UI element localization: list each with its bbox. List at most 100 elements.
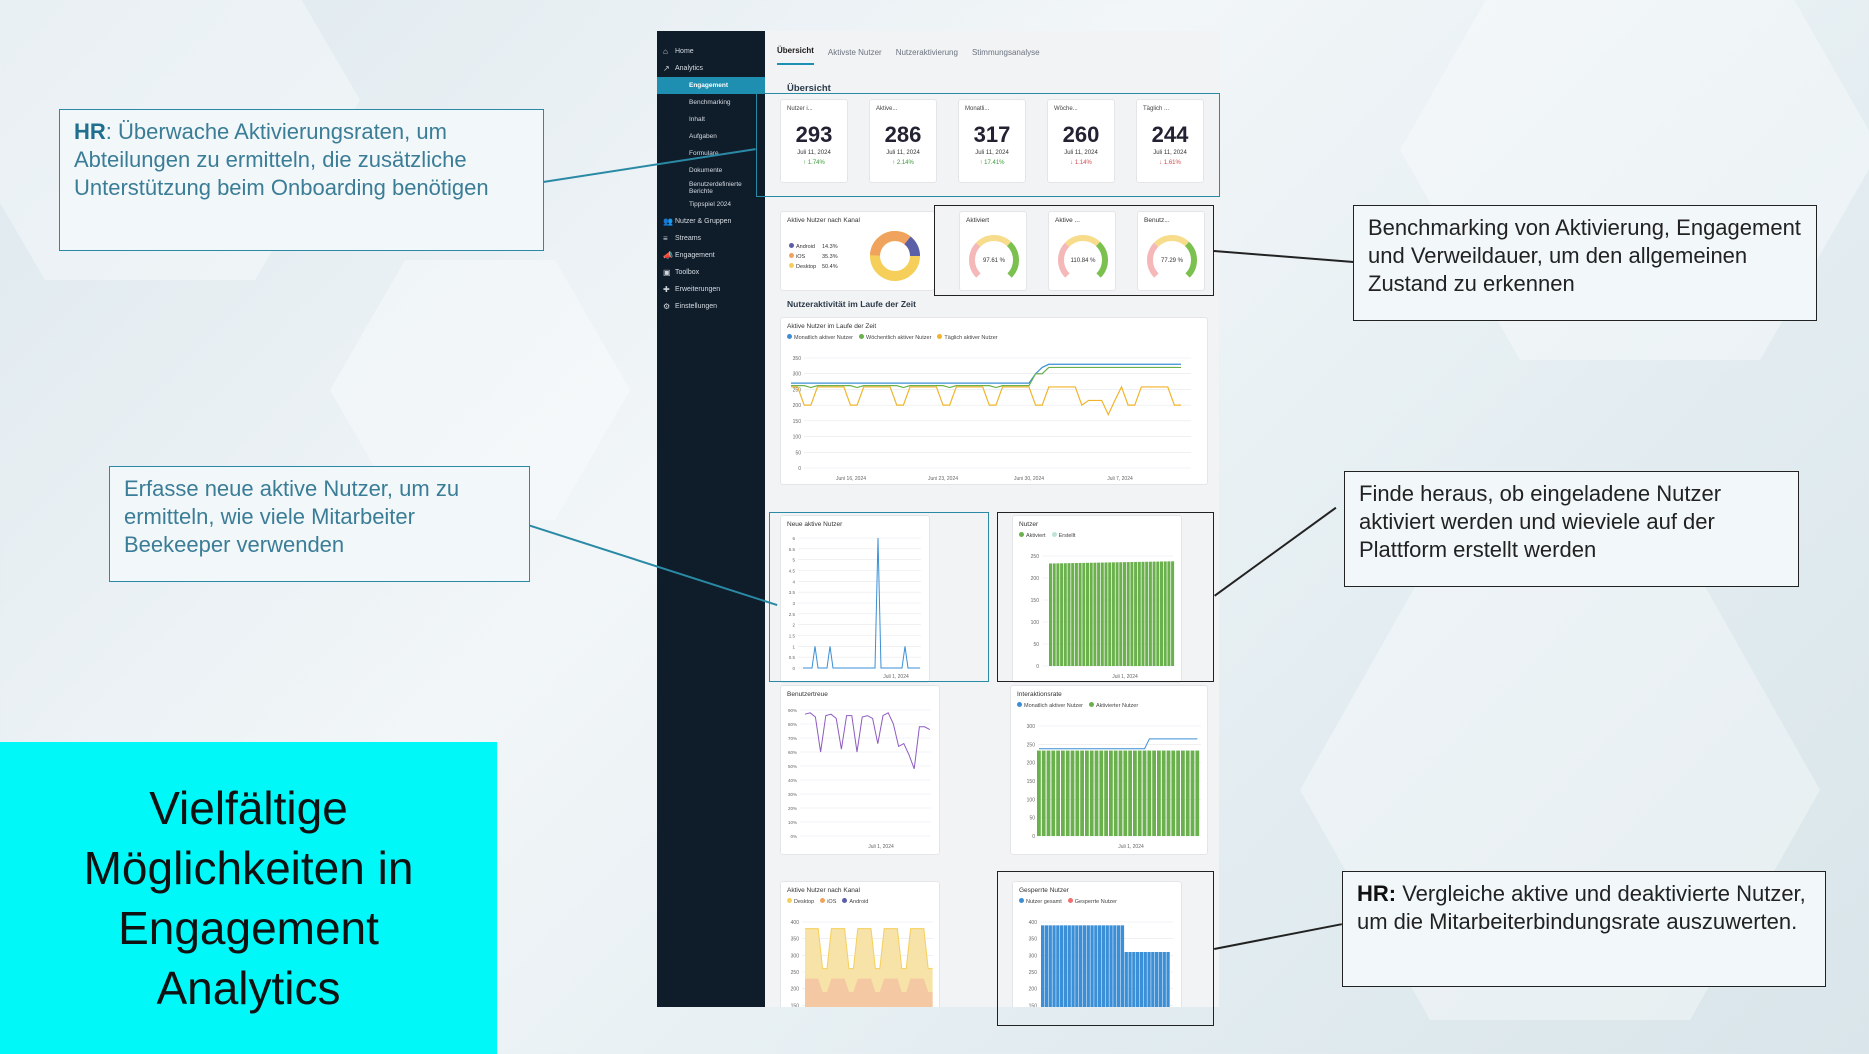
y-tick-label: 5.5 (789, 547, 796, 552)
y-tick-label: 150 (1031, 598, 1040, 604)
gauge-arc (1006, 241, 1019, 278)
bar (1063, 563, 1067, 666)
x-tick-label: Juli 1, 2024 (1118, 844, 1144, 850)
gauge-card[interactable]: Aktive ... 110.84 % (1048, 211, 1116, 291)
y-tick-label: 350 (791, 937, 800, 943)
sidebar-item-formulare[interactable]: Formulare (657, 145, 765, 162)
legend-item: Monatlich aktiver Nutzer (787, 334, 853, 341)
tab-aktivste-nutzer[interactable]: Aktivste Nutzer (827, 48, 882, 57)
puzzle-icon: ✚ (663, 285, 670, 294)
sidebar-item-dokumente[interactable]: Dokumente (657, 162, 765, 179)
kpi-card[interactable]: Nutzer i... 293 Juli 11, 2024 ↑ 1.74% (780, 99, 848, 183)
bar (1041, 925, 1045, 1007)
legend-pct: 14.3% (822, 244, 838, 250)
channel-time-card: Aktive Nutzer nach Kanal Desktop iOS Andro… (780, 881, 940, 1007)
kpi-card[interactable]: Aktive... 286 Juli 11, 2024 ↑ 2.14% (869, 99, 937, 183)
series-line (791, 366, 1181, 389)
bar (1075, 925, 1079, 1007)
bar (1119, 562, 1123, 666)
gauge-card[interactable]: Aktiviert 97.61 % (959, 211, 1027, 291)
bar (1130, 562, 1134, 666)
gauge-card[interactable]: Benutz... 77.29 % (1137, 211, 1205, 291)
connector-line (1214, 506, 1337, 597)
bar (1166, 750, 1171, 836)
bar (1082, 925, 1087, 1007)
sidebar-item-engagement[interactable]: Engagement (657, 77, 765, 94)
tab-nutzeraktivierung[interactable]: Nutzeraktivierung (895, 48, 958, 57)
annotation-benchmarking: Benchmarking von Aktivierung, Engagement… (1353, 205, 1817, 321)
sidebar-item-nutzer-gruppen[interactable]: 👥 Nutzer & Gruppen (657, 213, 765, 230)
bar (1128, 952, 1132, 1007)
tab-stimmungsanalyse[interactable]: Stimmungsanalyse (971, 48, 1040, 57)
bar (1056, 925, 1060, 1007)
bar (1082, 562, 1086, 666)
bar (1109, 925, 1113, 1007)
sidebar-item-inhalt[interactable]: Inhalt (657, 111, 765, 128)
sidebar: ⌂ Home ↗ Analytics Engagement Benchmarking Inh… (657, 31, 765, 1007)
y-tick-label: 20% (788, 806, 797, 811)
kpi-value: 317 (973, 122, 1011, 147)
sidebar-item-home[interactable]: ⌂ Home (657, 43, 765, 60)
tab-uebersicht[interactable]: Übersicht (777, 46, 814, 65)
annotation-text: Vergleiche aktive und deaktivierte Nutze… (1357, 881, 1806, 934)
bar (1141, 561, 1145, 666)
sidebar-item-erweiterungen[interactable]: ✚ Erweiterungen (657, 281, 765, 298)
sidebar-item-streams[interactable]: ≡ Streams (657, 230, 765, 247)
bar (1086, 562, 1089, 666)
sidebar-item-benchmarking[interactable]: Benchmarking (657, 94, 765, 111)
y-tick-label: 70% (788, 736, 797, 741)
sidebar-item-einstellungen[interactable]: ⚙ Einstellungen (657, 298, 765, 315)
x-tick-label: Juli 1, 2024 (883, 674, 909, 680)
y-tick-label: 200 (791, 987, 800, 993)
y-tick-label: 0 (1032, 834, 1035, 840)
y-tick-label: 50 (1033, 642, 1039, 648)
bar (1080, 750, 1084, 836)
bar (1098, 925, 1102, 1007)
kpi-change: ↑ 1.74% (803, 160, 825, 166)
gauge: 97.61 % (969, 235, 1019, 278)
kpi-date: Juli 11, 2024 (1064, 150, 1098, 156)
bar (1060, 563, 1064, 666)
legend-dot (787, 898, 792, 903)
blocked-title: Gesperrte Nutzer (1019, 887, 1069, 894)
legend-dot (1067, 898, 1073, 903)
sidebar-item-analytics[interactable]: ↗ Analytics (657, 60, 765, 77)
sidebar-item-label: Engagement (675, 252, 715, 259)
sidebar-item-tippspiel-2024[interactable]: Tippspiel 2024 (657, 196, 765, 213)
y-tick-label: 5 (792, 558, 795, 563)
bar (1181, 750, 1185, 836)
sidebar-item-aufgaben[interactable]: Aufgaben (657, 128, 765, 145)
sidebar-item-toolbox[interactable]: ▣ Toolbox (657, 264, 765, 281)
gauge: 110.84 % (1058, 235, 1108, 278)
kpi-card[interactable]: Täglich ... 244 Juli 11, 2024 ↓ 1.61% (1136, 99, 1204, 183)
highlight-gauges (934, 205, 1214, 296)
y-tick-label: 100 (1027, 797, 1036, 803)
legend-dot (789, 243, 794, 248)
bar (1094, 925, 1098, 1007)
bar (1176, 750, 1180, 836)
donut-slice-ios (870, 231, 920, 281)
y-tick-label: 50 (795, 450, 801, 456)
bar (1101, 925, 1106, 1007)
y-tick-label: 90% (788, 708, 797, 713)
series-line (1039, 738, 1198, 750)
bar (1089, 750, 1094, 836)
channel-donut (870, 231, 920, 281)
bar (1151, 952, 1155, 1007)
sidebar-item-benutzerdefinierte-berichte[interactable]: Benutzerdefinierte Berichte (657, 179, 765, 196)
kpi-card[interactable]: Wöche... 260 Juli 11, 2024 ↓ 1.14% (1047, 99, 1115, 183)
kpi-label: Monatli... (965, 106, 990, 112)
bar (1041, 750, 1046, 836)
interaction-title: Interaktionsrate (1017, 691, 1062, 698)
sidebar-item-engagement[interactable]: 📣 Engagement (657, 247, 765, 264)
kpi-card[interactable]: Monatli... 317 Juli 11, 2024 ↑ 17.41% (958, 99, 1026, 183)
gauge-arc (1154, 235, 1190, 247)
x-tick-label: Juli 1, 2024 (868, 844, 894, 850)
bar (1111, 562, 1115, 666)
kpi-date: Juli 11, 2024 (975, 150, 1009, 156)
bar (1190, 750, 1195, 836)
bar (1093, 562, 1097, 666)
activity-chart-title: Aktive Nutzer im Laufe der Zeit (787, 323, 877, 330)
bar (1156, 561, 1160, 666)
series-line (805, 928, 933, 970)
